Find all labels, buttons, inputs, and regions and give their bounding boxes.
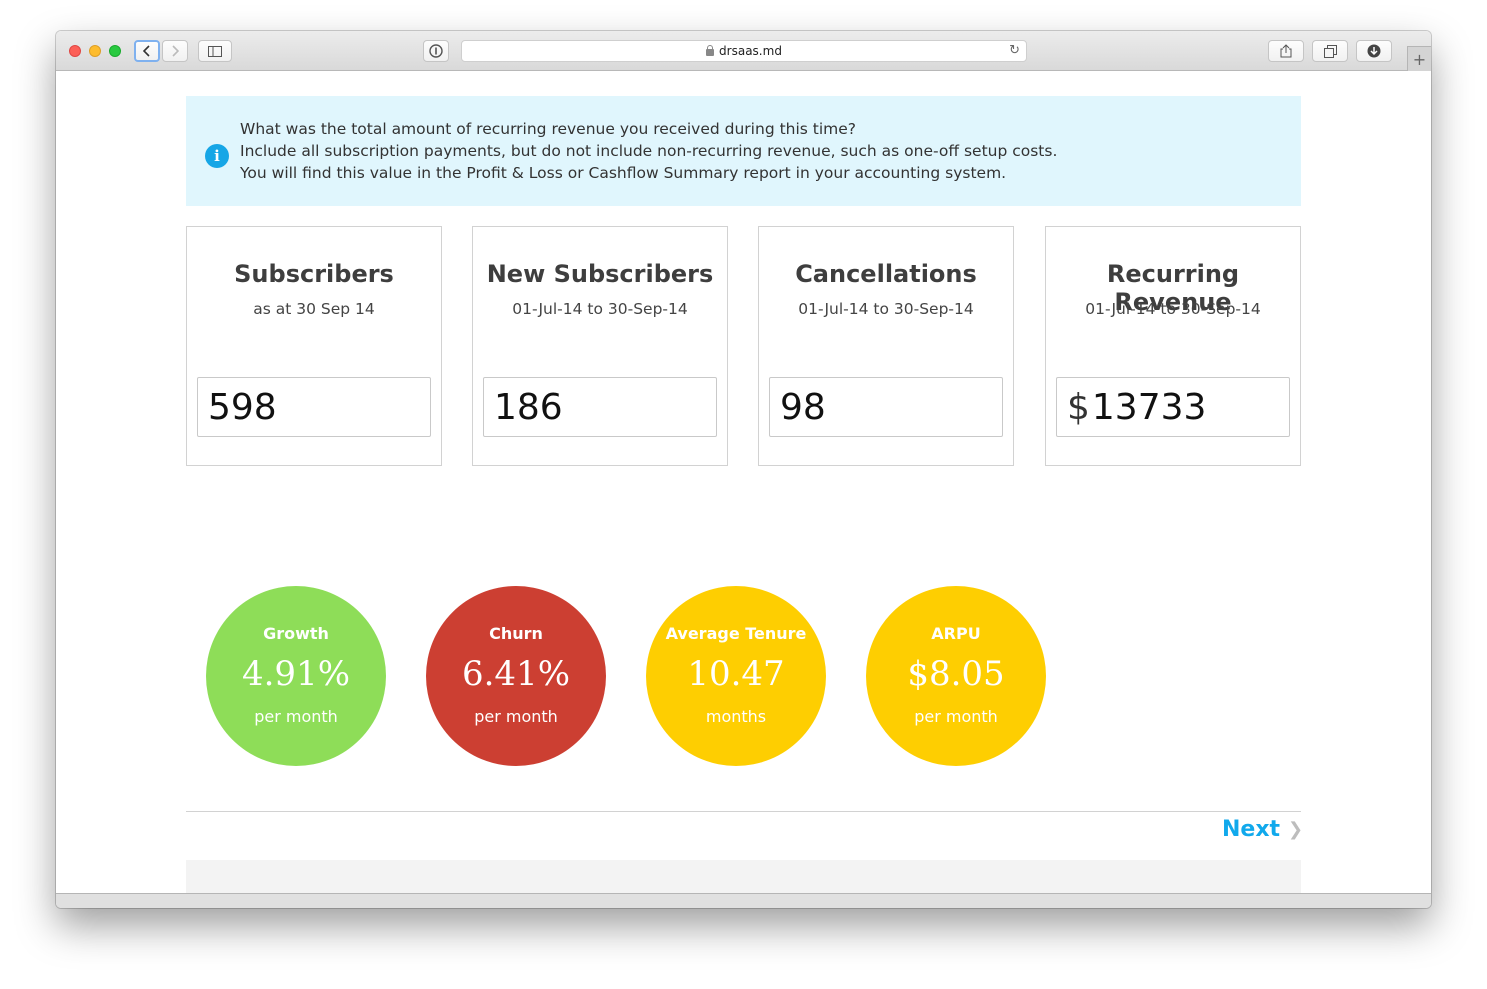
metric-value: 6.41% (461, 654, 570, 694)
reader-button[interactable] (423, 40, 449, 62)
card-subtitle: as at 30 Sep 14 (253, 300, 375, 318)
metric-value: 10.47 (687, 654, 785, 694)
metric-label: ARPU (931, 624, 981, 643)
card-title: Cancellations (795, 260, 977, 288)
metric-value: 4.91% (241, 654, 350, 694)
metric-unit: months (705, 707, 767, 726)
growth-metric: Growth 4.91% per month (206, 586, 386, 766)
new-subscribers-input[interactable]: 186 (483, 377, 717, 437)
forward-button[interactable] (162, 40, 188, 62)
metric-label: Growth (263, 624, 329, 643)
input-value: 598 (208, 386, 277, 428)
back-button[interactable] (134, 40, 160, 62)
cancellations-input[interactable]: 98 (769, 377, 1003, 437)
browser-window: drsaas.md ↻ + i What was the total amoun… (56, 31, 1431, 908)
reload-icon[interactable]: ↻ (1009, 43, 1020, 58)
metric-unit: per month (914, 707, 998, 726)
churn-metric: Churn 6.41% per month (426, 586, 606, 766)
currency-symbol: $ (1067, 386, 1090, 428)
chevron-left-icon (143, 45, 150, 57)
info-panel: i What was the total amount of recurring… (186, 96, 1301, 206)
metric-label: Average Tenure (665, 624, 807, 643)
input-value: 98 (780, 386, 826, 428)
info-line: Include all subscription payments, but d… (240, 142, 1058, 160)
subscribers-input[interactable]: 598 (197, 377, 431, 437)
divider (186, 811, 1301, 812)
browser-toolbar: drsaas.md ↻ + (56, 31, 1431, 71)
download-icon (1367, 44, 1381, 58)
tabs-icon (1323, 44, 1337, 58)
card-cancellations: Cancellations 01-Jul-14 to 30-Sep-14 98 (758, 226, 1014, 466)
zoom-window-button[interactable] (109, 45, 121, 57)
metric-unit: per month (254, 707, 338, 726)
share-icon (1280, 44, 1292, 58)
address-url: drsaas.md (719, 44, 782, 58)
info-line: What was the total amount of recurring r… (240, 120, 857, 138)
card-subtitle: 01-Jul-14 to 30-Sep-14 (798, 300, 974, 318)
metric-label: Churn (489, 624, 543, 643)
info-line: You will find this value in the Profit &… (240, 164, 1007, 182)
info-icon: i (205, 144, 229, 168)
footer-band (186, 860, 1301, 895)
input-value: 13733 (1091, 386, 1207, 428)
downloads-button[interactable] (1356, 40, 1392, 62)
card-subscribers: Subscribers as at 30 Sep 14 598 (186, 226, 442, 466)
reader-icon (429, 44, 443, 58)
average-tenure-metric: Average Tenure 10.47 months (646, 586, 826, 766)
tabs-overview-button[interactable] (1312, 40, 1348, 62)
minimize-window-button[interactable] (89, 45, 101, 57)
metric-value: $8.05 (907, 654, 1005, 694)
metric-unit: per month (474, 707, 558, 726)
next-button[interactable]: Next ❯ (1222, 815, 1303, 843)
page-content: i What was the total amount of recurring… (56, 72, 1431, 895)
card-title: Subscribers (234, 260, 394, 288)
card-subtitle: 01-Jul-14 to 30-Sep-14 (1085, 300, 1261, 318)
sidebar-icon (208, 45, 222, 57)
chevron-right-icon (172, 45, 179, 57)
address-bar[interactable]: drsaas.md ↻ (461, 40, 1027, 62)
new-tab-button[interactable]: + (1407, 46, 1431, 71)
recurring-revenue-input[interactable]: $ 13733 (1056, 377, 1290, 437)
card-title: New Subscribers (486, 260, 714, 288)
arpu-metric: ARPU $8.05 per month (866, 586, 1046, 766)
sidebar-toggle-button[interactable] (198, 40, 232, 62)
card-recurring-revenue: Recurring Revenue 01-Jul-14 to 30-Sep-14… (1045, 226, 1301, 466)
card-new-subscribers: New Subscribers 01-Jul-14 to 30-Sep-14 1… (472, 226, 728, 466)
info-text: What was the total amount of recurring r… (240, 118, 1057, 184)
next-label: Next (1222, 816, 1281, 842)
card-subtitle: 01-Jul-14 to 30-Sep-14 (512, 300, 688, 318)
chevron-right-icon: ❯ (1288, 818, 1304, 840)
input-value: 186 (494, 386, 563, 428)
close-window-button[interactable] (69, 45, 81, 57)
window-bottom-bar (56, 893, 1431, 908)
card-title: Recurring Revenue (1106, 260, 1240, 316)
plus-icon: + (1412, 49, 1427, 69)
lock-icon (706, 44, 715, 56)
share-button[interactable] (1268, 40, 1304, 62)
